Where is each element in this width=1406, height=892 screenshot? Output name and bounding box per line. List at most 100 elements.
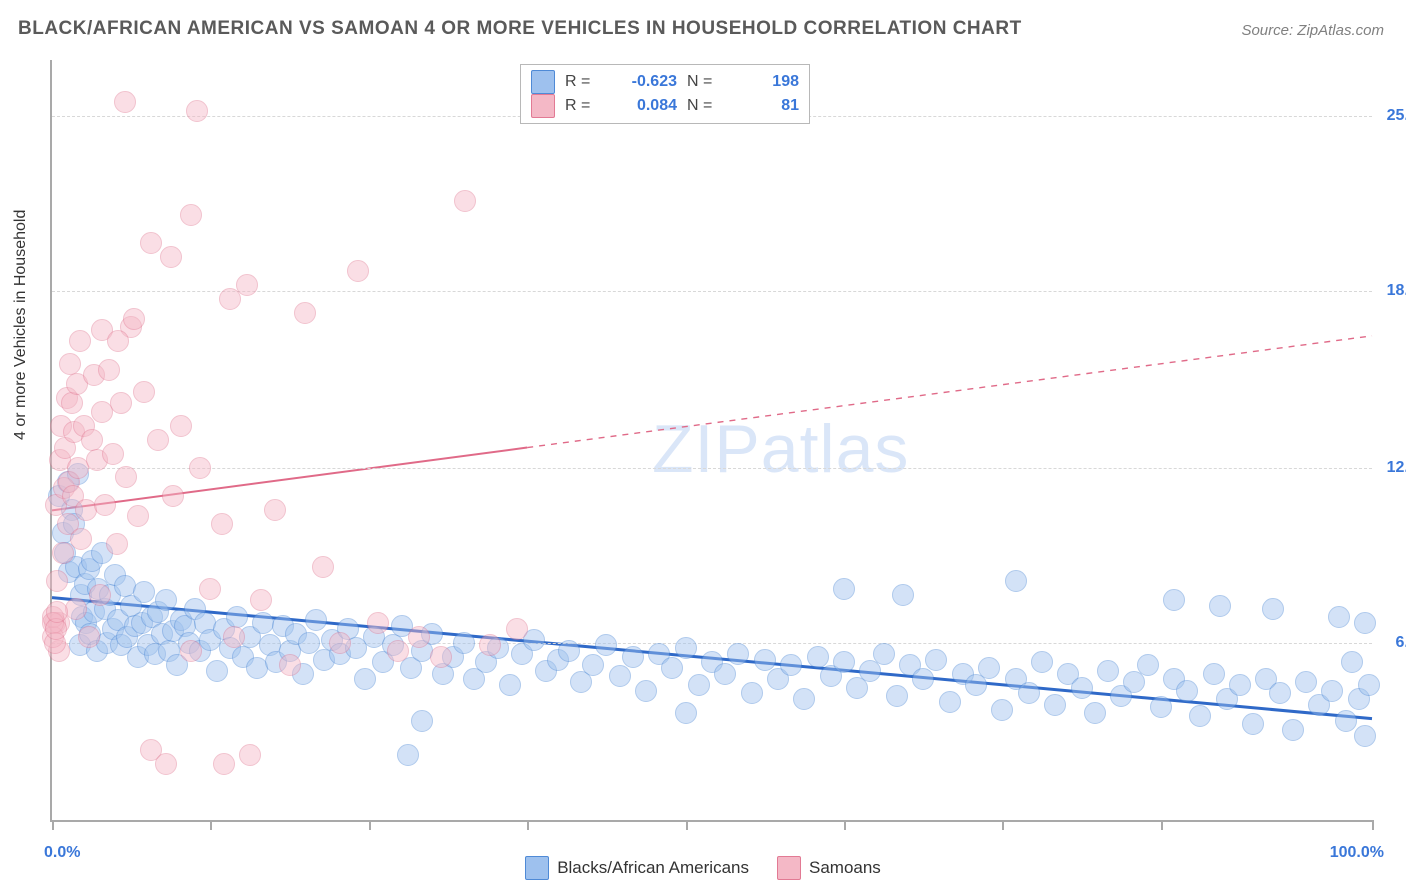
swatch-icon bbox=[531, 94, 555, 118]
swatch-icon bbox=[777, 856, 801, 880]
x-tick bbox=[210, 820, 212, 830]
x-axis-max-label: 100.0% bbox=[1330, 844, 1384, 862]
source-credit: Source: ZipAtlas.com bbox=[1241, 22, 1384, 39]
data-point bbox=[81, 429, 103, 451]
legend-label: Samoans bbox=[809, 858, 881, 878]
data-point bbox=[886, 685, 908, 707]
data-point bbox=[1341, 651, 1363, 673]
correlation-legend: R = -0.623 N = 198 R = 0.084 N = 81 bbox=[520, 64, 810, 124]
x-tick bbox=[369, 820, 371, 830]
data-point bbox=[106, 533, 128, 555]
data-point bbox=[430, 646, 452, 668]
data-point bbox=[155, 589, 177, 611]
data-point bbox=[499, 674, 521, 696]
n-label: N = bbox=[687, 73, 729, 91]
y-tick-label: 18.8% bbox=[1377, 282, 1406, 300]
data-point bbox=[102, 443, 124, 465]
r-value: 0.084 bbox=[617, 97, 677, 115]
data-point bbox=[199, 578, 221, 600]
data-point bbox=[1335, 710, 1357, 732]
data-point bbox=[1282, 719, 1304, 741]
data-point bbox=[59, 353, 81, 375]
data-point bbox=[354, 668, 376, 690]
data-point bbox=[219, 288, 241, 310]
r-label: R = bbox=[565, 97, 607, 115]
data-point bbox=[780, 654, 802, 676]
data-point bbox=[1242, 713, 1264, 735]
data-point bbox=[246, 657, 268, 679]
data-point bbox=[46, 601, 68, 623]
data-point bbox=[89, 584, 111, 606]
trendlines-svg bbox=[52, 60, 1372, 820]
data-point bbox=[675, 702, 697, 724]
data-point bbox=[1071, 677, 1093, 699]
data-point bbox=[1269, 682, 1291, 704]
data-point bbox=[264, 499, 286, 521]
data-point bbox=[1209, 595, 1231, 617]
data-point bbox=[688, 674, 710, 696]
data-point bbox=[107, 330, 129, 352]
legend-row-blacks: R = -0.623 N = 198 bbox=[531, 70, 799, 94]
data-point bbox=[1031, 651, 1053, 673]
r-value: -0.623 bbox=[617, 73, 677, 91]
data-point bbox=[123, 308, 145, 330]
y-tick-label: 25.0% bbox=[1377, 107, 1406, 125]
data-point bbox=[279, 654, 301, 676]
data-point bbox=[160, 246, 182, 268]
data-point bbox=[1321, 680, 1343, 702]
data-point bbox=[582, 654, 604, 676]
data-point bbox=[635, 680, 657, 702]
data-point bbox=[98, 359, 120, 381]
data-point bbox=[1203, 663, 1225, 685]
data-point bbox=[1137, 654, 1159, 676]
data-point bbox=[347, 260, 369, 282]
data-point bbox=[127, 505, 149, 527]
data-point bbox=[211, 513, 233, 535]
y-tick-label: 12.5% bbox=[1377, 459, 1406, 477]
data-point bbox=[397, 744, 419, 766]
x-tick bbox=[1372, 820, 1374, 830]
data-point bbox=[294, 302, 316, 324]
data-point bbox=[661, 657, 683, 679]
data-point bbox=[833, 651, 855, 673]
data-point bbox=[61, 392, 83, 414]
data-point bbox=[1176, 680, 1198, 702]
legend-item: Samoans bbox=[777, 856, 881, 880]
data-point bbox=[833, 578, 855, 600]
data-point bbox=[133, 381, 155, 403]
data-point bbox=[312, 556, 334, 578]
data-point bbox=[223, 626, 245, 648]
r-label: R = bbox=[565, 73, 607, 91]
data-point bbox=[147, 429, 169, 451]
data-point bbox=[250, 589, 272, 611]
data-point bbox=[78, 626, 100, 648]
data-point bbox=[186, 100, 208, 122]
data-point bbox=[675, 637, 697, 659]
data-point bbox=[595, 634, 617, 656]
data-point bbox=[239, 744, 261, 766]
data-point bbox=[754, 649, 776, 671]
data-point bbox=[1189, 705, 1211, 727]
data-point bbox=[622, 646, 644, 668]
x-tick bbox=[1161, 820, 1163, 830]
swatch-icon bbox=[525, 856, 549, 880]
data-point bbox=[189, 457, 211, 479]
data-point bbox=[741, 682, 763, 704]
data-point bbox=[180, 640, 202, 662]
data-point bbox=[155, 753, 177, 775]
y-axis-label: 4 or more Vehicles in Household bbox=[12, 210, 30, 440]
chart-title: BLACK/AFRICAN AMERICAN VS SAMOAN 4 OR MO… bbox=[18, 18, 1022, 40]
data-point bbox=[46, 570, 68, 592]
data-point bbox=[912, 668, 934, 690]
data-point bbox=[991, 699, 1013, 721]
n-value: 198 bbox=[739, 73, 799, 91]
x-tick bbox=[686, 820, 688, 830]
data-point bbox=[94, 494, 116, 516]
data-point bbox=[714, 663, 736, 685]
data-point bbox=[1229, 674, 1251, 696]
data-point bbox=[1163, 589, 1185, 611]
data-point bbox=[170, 415, 192, 437]
y-tick-label: 6.3% bbox=[1377, 634, 1406, 652]
data-point bbox=[454, 190, 476, 212]
data-point bbox=[1018, 682, 1040, 704]
